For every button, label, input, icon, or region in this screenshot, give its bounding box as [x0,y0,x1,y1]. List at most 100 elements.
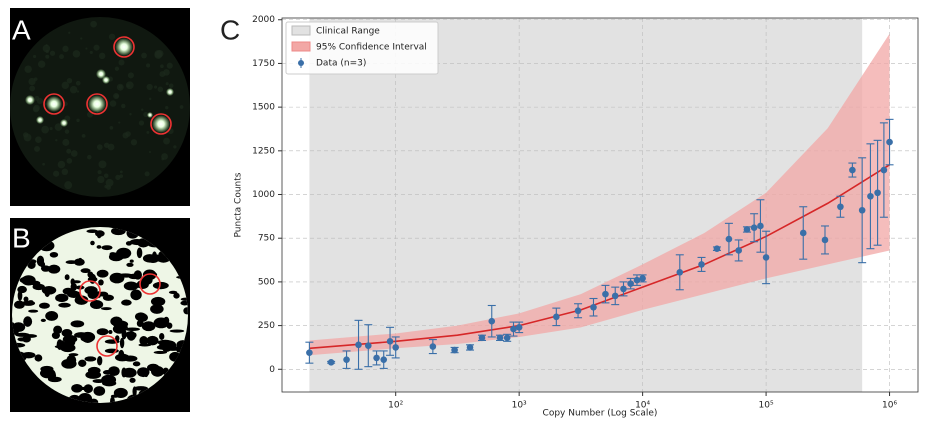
texture [169,329,185,333]
texture [118,349,125,360]
texture [66,77,73,84]
texture [90,240,95,246]
texture [96,144,103,151]
texture [49,127,53,131]
texture [157,86,164,93]
texture [49,251,59,258]
texture [121,367,127,378]
texture [101,374,117,386]
y-axis-label: Puncta Counts [234,172,244,237]
texture [123,281,139,291]
texture [159,332,165,340]
texture [80,268,91,274]
texture [173,292,180,299]
texture [154,85,158,89]
texture [109,272,125,284]
texture [101,245,113,251]
data-point [880,166,888,174]
texture [36,255,45,267]
texture [64,129,70,134]
texture [163,316,170,325]
texture [126,262,134,267]
data-point [799,229,807,237]
data-point [713,245,721,252]
texture [17,337,27,342]
texture [33,54,37,59]
texture [70,150,78,157]
texture [37,60,46,68]
texture [32,283,45,291]
texture [134,312,147,321]
texture [113,387,128,398]
texture [180,300,188,306]
y-tick-label: 1250 [252,146,275,156]
texture [110,396,115,403]
texture [125,331,134,338]
data-point [837,203,844,211]
texture [76,118,80,123]
texture [144,171,150,177]
data-point [849,166,856,174]
legend-swatch [298,60,304,66]
panel-b-image [10,218,190,412]
plot-frame [281,17,919,393]
texture [62,138,70,146]
texture [42,162,45,166]
data-point [488,317,496,325]
texture [118,325,129,329]
data-point [590,303,597,311]
texture [129,238,145,246]
x-tick-label: 10² [388,401,403,411]
texture [152,281,169,290]
texture [148,151,152,154]
x-axis-label: Copy Number (Log Scale) [543,409,658,419]
texture [28,300,34,304]
texture [126,84,130,88]
texture [129,112,132,116]
texture [146,335,159,346]
y-tick-label: 1500 [252,103,275,113]
texture [113,92,120,100]
texture [132,386,137,397]
texture [104,184,108,189]
texture [129,377,136,383]
texture [31,281,37,286]
texture [109,100,117,107]
spot [147,112,153,118]
texture [105,178,114,187]
texture [28,77,36,86]
data-point [725,235,733,243]
data-point [858,206,866,214]
data-point [392,344,399,351]
highlight-circle [43,93,65,115]
data-point [633,276,641,284]
data-point [343,356,350,363]
spot [152,115,170,133]
texture [19,276,32,284]
texture [93,386,106,396]
texture [141,321,156,332]
texture [183,307,188,315]
data-point [466,344,474,351]
data-point [386,338,394,345]
highlight-circle [86,93,108,115]
texture [74,332,89,338]
texture [98,160,107,169]
spot [96,69,106,79]
y-tick-label: 0 [269,365,275,375]
texture [142,269,157,281]
texture [23,296,29,302]
texture [61,168,69,176]
data-point [510,325,517,333]
texture [84,356,97,362]
texture [124,327,140,331]
spot [36,116,44,124]
texture [23,132,29,138]
highlight-circle [113,36,135,58]
legend-frame [285,21,439,75]
texture [81,133,86,138]
y-tick-label: 750 [258,234,275,244]
texture [71,383,83,393]
texture [166,62,173,69]
texture [57,160,66,169]
